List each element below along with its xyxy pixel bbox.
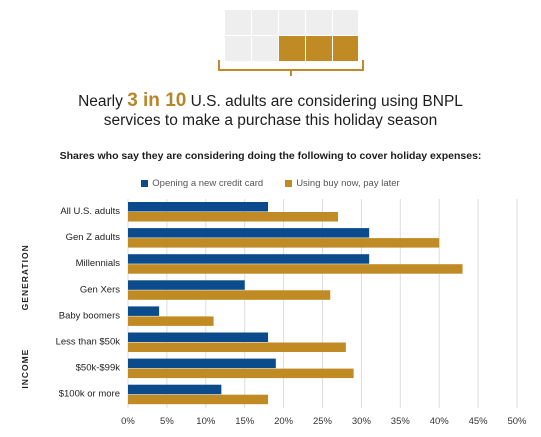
grid-cell [279,36,305,61]
headline-highlight: 3 in 10 [127,90,187,111]
bar-bnpl [128,342,346,352]
legend-item-credit-card: Opening a new credit card [141,178,263,189]
grid-cell [225,36,251,61]
group-label: GENERATION [20,244,30,310]
x-tick-label: 40% [430,416,450,427]
category-label: Millennials [76,258,121,269]
headline-prefix: Nearly [78,93,128,110]
category-label: $50k-$99k [76,363,121,374]
grid-cell [333,36,358,61]
category-label: Gen Z adults [66,232,121,243]
grid-cell [252,36,278,61]
chart-legend: Opening a new credit card Using buy now,… [0,178,541,189]
grid-icon [225,10,358,61]
chart-subtitle: Shares who say they are considering doin… [59,150,482,162]
category-label: Less than $50k [56,337,121,348]
bar-bnpl [128,238,440,248]
category-label: All U.S. adults [60,206,120,217]
x-tick-label: 30% [352,416,372,427]
legend-label-credit-card: Opening a new credit card [152,178,264,189]
x-tick-label: 10% [196,416,216,427]
grid-cell [333,10,358,35]
bar-credit-card [128,280,245,290]
grid-cell [252,10,278,35]
x-tick-label: 15% [235,416,255,427]
bar-credit-card [128,332,269,342]
bar-bnpl [128,290,331,300]
headline: Nearly 3 in 10 U.S. adults are consideri… [60,91,481,130]
bracket-icon [218,60,364,76]
headline-suffix: U.S. adults are considering using BNPL s… [103,93,463,129]
x-tick-label: 0% [121,416,135,427]
bar-bnpl [128,368,354,379]
x-tick-label: 45% [469,416,489,427]
category-label: $100k or more [59,389,120,400]
legend-swatch-bnpl [285,180,293,187]
bar-credit-card [128,202,269,212]
legend-swatch-credit-card [141,180,149,187]
grid-cell [279,10,305,35]
bar-credit-card [128,384,222,395]
group-label: INCOME [20,349,30,389]
category-label: Gen Xers [80,284,120,295]
bar-credit-card [128,228,370,238]
bar-chart: 0% 5% 10% 15% 20% 25% 30% 35% 40% 45% 50% All U.S. … [20,199,527,427]
bar-credit-card [128,306,160,316]
x-tick-label: 35% [391,416,411,427]
x-tick-label: 5% [160,416,174,427]
grid-cell [225,10,251,35]
bar-bnpl [128,394,269,405]
bar-bnpl [128,212,339,222]
x-tick-label: 25% [313,416,333,427]
category-label: Baby boomers [59,310,121,321]
grid-cell [306,10,332,35]
bar-credit-card [128,254,370,264]
grid-cell [306,36,332,61]
bar-bnpl [128,316,214,326]
bar-bnpl [128,264,463,274]
bar-credit-card [128,358,276,369]
x-tick-label: 50% [507,416,527,427]
legend-label-bnpl: Using buy now, pay later [296,178,400,189]
legend-item-bnpl: Using buy now, pay later [285,178,400,189]
x-tick-label: 20% [274,416,294,427]
